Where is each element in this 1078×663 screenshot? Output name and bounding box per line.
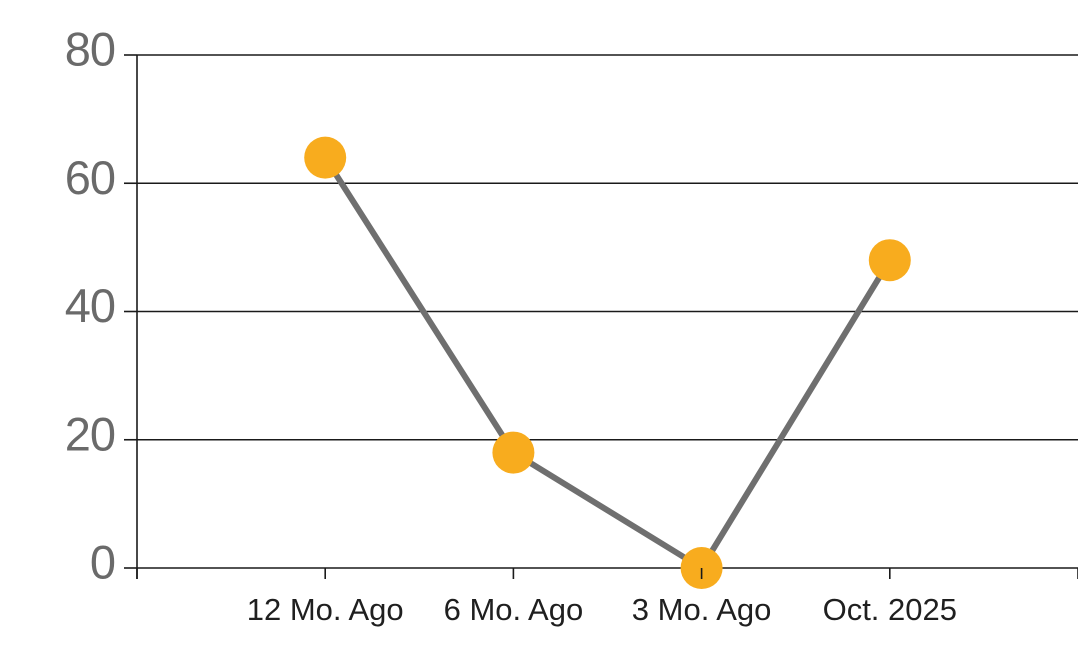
x-axis-label-3: Oct. 2025 bbox=[823, 592, 957, 627]
x-axis-label-2: 3 Mo. Ago bbox=[632, 592, 772, 627]
y-axis-labels-layer: 0 20 40 60 80 bbox=[65, 23, 116, 589]
series-line-layer bbox=[322, 154, 893, 571]
data-point-markers-layer bbox=[304, 136, 911, 589]
axes-layer bbox=[124, 54, 1078, 579]
y-axis-label-40: 40 bbox=[65, 279, 115, 332]
series-line bbox=[322, 154, 893, 571]
y-axis-label-80: 80 bbox=[65, 23, 115, 76]
y-axis-label-20: 20 bbox=[65, 407, 115, 460]
data-point-marker-3 bbox=[868, 239, 911, 282]
x-axis-label-0: 12 Mo. Ago bbox=[247, 592, 404, 627]
gridlines-layer bbox=[137, 54, 1078, 569]
x-axis-label-1: 6 Mo. Ago bbox=[444, 592, 584, 627]
y-axis-label-0: 0 bbox=[90, 536, 115, 589]
data-point-marker-0 bbox=[304, 136, 347, 179]
x-axis-labels-layer: 12 Mo. Ago 6 Mo. Ago 3 Mo. Ago Oct. 2025 bbox=[247, 592, 957, 627]
y-axis-label-60: 60 bbox=[65, 151, 115, 204]
data-point-marker-1 bbox=[492, 431, 535, 474]
